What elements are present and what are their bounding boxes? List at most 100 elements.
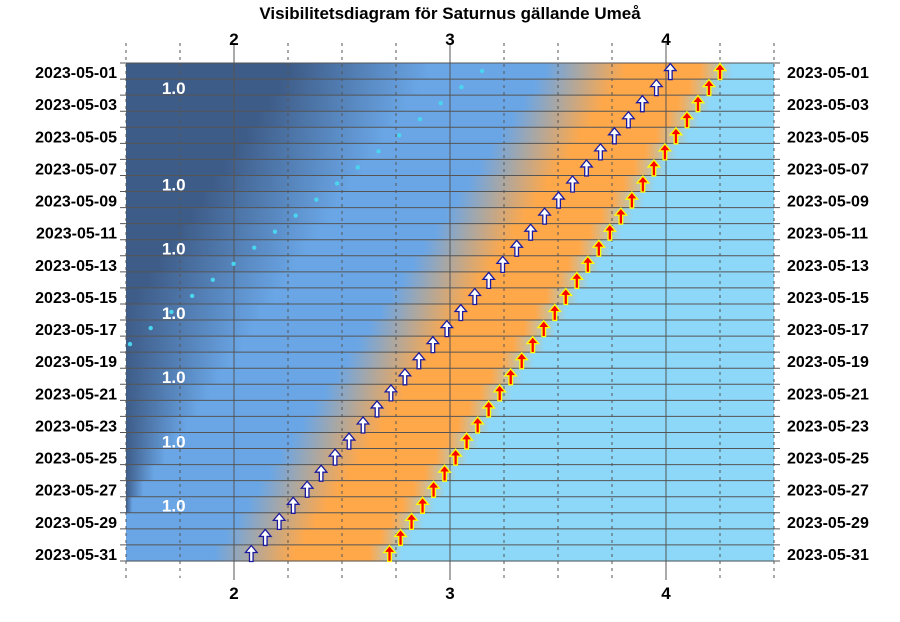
date-label-right: 2023-05-07 (787, 161, 869, 178)
date-label-left: 2023-05-11 (36, 226, 117, 243)
saturn-path-dot (376, 149, 381, 154)
date-label-left: 2023-05-07 (35, 161, 117, 178)
magnitude-label: 1.0 (162, 561, 186, 580)
magnitude-label: 1.0 (162, 79, 186, 98)
saturn-path-dot (127, 341, 133, 347)
sunrise-arrow (690, 94, 706, 113)
date-label-left: 2023-05-19 (35, 354, 117, 371)
saturn-rise-arrow (369, 399, 385, 418)
saturn-rise-arrow (299, 480, 315, 498)
date-label-left: 2023-05-05 (35, 129, 117, 146)
sunrise-arrow (448, 448, 463, 466)
arrows (244, 62, 728, 563)
saturn-rise-arrow (579, 158, 594, 177)
magnitude-labels: 1.0 1.0 1.0 1.0 1.0 1.0 1.0 1.0 (162, 79, 186, 580)
saturn-path-dot (459, 84, 464, 90)
saturn-rise-arrow (565, 174, 580, 193)
sunrise-arrow (547, 303, 562, 322)
magnitude-label: 1.0 (162, 497, 186, 516)
saturn-rise-arrow (453, 303, 468, 322)
date-label-right: 2023-05-05 (787, 129, 869, 146)
date-label-left: 2023-05-03 (35, 97, 117, 114)
saturn-rise-arrow (663, 62, 678, 81)
saturn-path-dot (417, 116, 423, 122)
saturn-rise-arrow (551, 191, 566, 209)
saturn-rise-arrow (635, 94, 650, 113)
magnitude-label: 1.0 (162, 240, 186, 259)
date-label-right: 2023-05-19 (787, 354, 869, 371)
date-label-right: 2023-05-11 (787, 226, 868, 243)
sunrise-arrow (569, 271, 584, 290)
saturn-path-dot (169, 309, 174, 315)
saturn-path-dot (231, 261, 236, 266)
sunrise-arrow (657, 142, 673, 161)
sunrise-arrow (426, 480, 441, 498)
date-label-left: 2023-05-21 (35, 386, 117, 403)
date-label-right: 2023-05-27 (787, 483, 869, 500)
date-label-right: 2023-05-15 (787, 290, 869, 307)
sunrise-arrow (591, 239, 607, 257)
saturn-path-dot (148, 325, 153, 331)
saturn-path-dot (397, 133, 402, 138)
saturn-rise-arrow (272, 512, 287, 531)
saturn-rise-arrow (593, 142, 608, 161)
sunrise-arrow (602, 223, 618, 241)
sunrise-arrow (679, 110, 695, 129)
sunrise-arrow (514, 351, 529, 370)
date-label-right: 2023-05-01 (787, 65, 869, 82)
date-label-right: 2023-05-17 (787, 322, 869, 339)
saturn-rise-arrow (481, 271, 496, 290)
magnitude-label: 1.0 (162, 368, 186, 387)
date-label-right: 2023-05-13 (787, 258, 869, 275)
sunrise-arrow (712, 62, 728, 81)
date-label-right: 2023-05-25 (787, 451, 869, 468)
date-label-right: 2023-05-31 (787, 547, 869, 564)
saturn-rise-arrow (313, 464, 329, 482)
saturn-rise-arrow (607, 126, 622, 145)
date-label-left: 2023-05-27 (35, 483, 117, 500)
date-label-left: 2023-05-29 (35, 515, 117, 532)
saturn-path-dot (314, 197, 319, 202)
saturn-rise-arrow (397, 367, 413, 386)
date-label-right: 2023-05-03 (787, 97, 869, 114)
saturn-rise-arrow (537, 207, 552, 225)
x-tick-label-bottom: 4 (661, 584, 671, 603)
sunrise-arrow (701, 78, 717, 97)
saturn-path-dot (293, 213, 298, 218)
sunrise-arrow (525, 335, 540, 354)
sunrise-arrow (470, 415, 485, 434)
sunrise-arrow (646, 158, 662, 177)
sunrise-arrow (404, 512, 419, 531)
saturn-rise-arrow (411, 351, 427, 370)
saturn-rise-arrow (383, 383, 399, 402)
axis-labels: 2 2 3 3 4 4 2023-05-01 2023-05-03 2023-05-05 2023… (35, 30, 869, 603)
sunrise-arrow (393, 528, 408, 547)
sunrise-arrow (415, 496, 430, 514)
sunrise-arrow (668, 126, 684, 145)
saturn-rise-arrow (649, 78, 664, 97)
saturn-rise-arrow (355, 415, 371, 434)
date-label-left: 2023-05-17 (35, 322, 117, 339)
saturn-path-dot (479, 68, 485, 74)
grid (120, 43, 780, 580)
saturn-rise-arrow (244, 544, 259, 563)
date-label-left: 2023-05-01 (35, 65, 117, 82)
date-label-right: 2023-05-23 (787, 418, 869, 435)
date-label-left: 2023-05-15 (35, 290, 117, 307)
sunrise-arrow (481, 399, 496, 418)
saturn-rise-arrow (341, 432, 357, 450)
chart-title: Visibilitetsdiagram för Saturnus gälland… (259, 4, 641, 23)
date-label-left: 2023-05-31 (35, 547, 117, 564)
date-label-left: 2023-05-13 (35, 258, 117, 275)
date-label-left: 2023-05-23 (35, 418, 117, 435)
saturn-path-dot (334, 181, 340, 186)
date-label-left: 2023-05-25 (35, 451, 117, 468)
saturn-path-dot (355, 165, 361, 170)
date-label-left: 2023-05-09 (35, 194, 117, 211)
saturn-path-dot (210, 277, 216, 283)
x-tick-label-top: 2 (229, 30, 238, 49)
saturn-rise-arrow (439, 319, 455, 338)
saturn-rise-arrow (425, 335, 441, 354)
x-tick-label-top: 3 (445, 30, 454, 49)
